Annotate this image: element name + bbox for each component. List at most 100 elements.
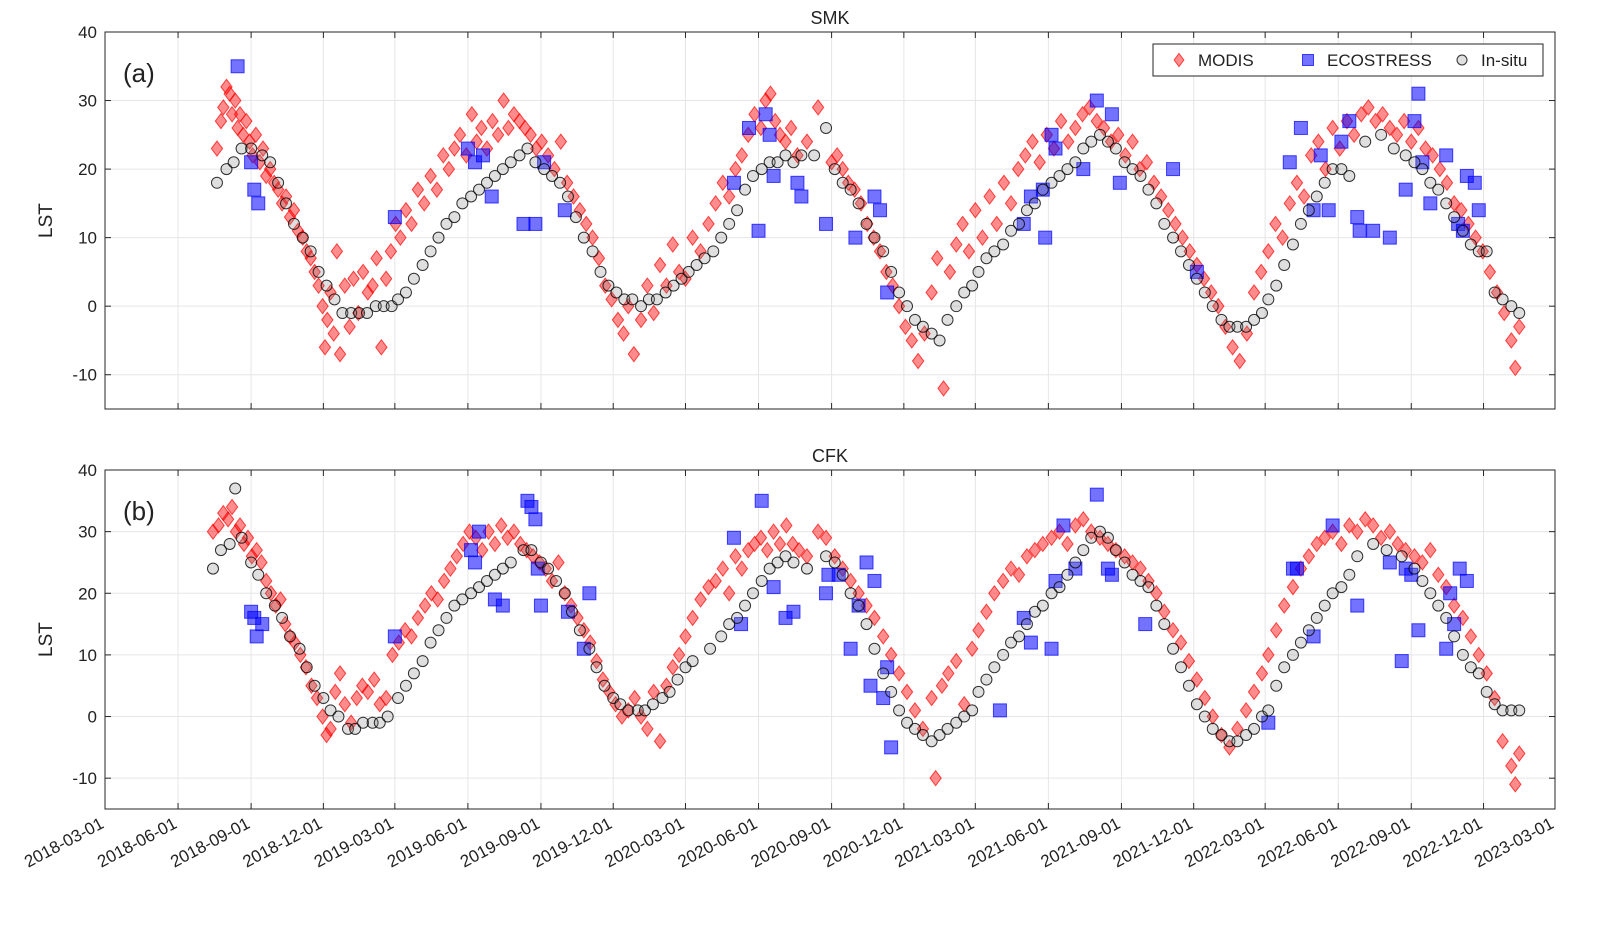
data-point-insitu [1069,156,1082,169]
data-point-insitu [1158,217,1171,230]
data-point-insitu [988,245,1001,258]
data-point-modis [1104,133,1118,151]
data-point-ecostress [557,203,572,218]
data-point-insitu [1182,259,1195,272]
data-point-insitu [320,279,333,292]
data-point-modis [300,243,313,260]
data-point-modis [1076,105,1089,123]
data-point-insitu [958,710,971,723]
data-point-insitu [1126,163,1139,176]
data-point-insitu [828,556,841,569]
data-point-modis [411,609,425,627]
data-point-insitu [590,661,603,674]
data-point-modis [366,277,379,294]
data-point-ecostress [1334,134,1349,149]
data-point-insitu [220,163,233,176]
data-point-insitu [602,279,615,292]
panel-tag-a: (a) [123,58,155,88]
chart-title-smk: SMK [810,8,849,28]
data-point-ecostress [1089,93,1104,108]
data-point-modis [1206,708,1219,725]
data-point-insitu [1294,217,1307,230]
data-point-insitu [1198,710,1211,723]
data-point-modis [296,229,309,246]
data-point-modis [773,535,787,553]
data-point-insitu [1215,729,1228,742]
data-point-insitu [1278,259,1291,272]
data-point-insitu [328,293,341,306]
data-point-insitu [1286,238,1299,251]
data-point-insitu [787,156,800,169]
data-point-ecostress [255,617,270,632]
data-point-modis [892,297,906,315]
data-point-modis [221,510,235,528]
data-point-modis [1483,263,1497,281]
data-point-insitu [941,313,954,326]
data-point-insitu [538,163,551,176]
data-point-modis [950,652,963,670]
data-point-insitu [958,286,971,299]
data-point-modis [925,689,938,707]
data-point-modis [1126,554,1139,571]
data-point-insitu [1440,611,1453,624]
data-point-insitu [771,156,784,169]
data-point-modis [308,263,321,281]
y-tick-label: 0 [88,297,97,316]
data-point-ecostress [495,598,510,613]
data-point-insitu [1395,550,1408,563]
data-point-insitu [966,704,979,717]
data-point-insitu [1480,245,1493,258]
data-point-modis [716,174,730,192]
data-point-ecostress [1423,196,1438,211]
data-point-insitu [542,562,555,575]
legend-box [1152,43,1544,77]
data-point-ecostress [1023,635,1038,650]
data-point-insitu [925,327,938,340]
data-point-insitu [1240,729,1253,742]
data-point-insitu [424,636,437,649]
data-point-modis [558,584,572,602]
data-point-insitu [1464,238,1477,251]
data-point-modis [497,92,510,109]
data-point-insitu [256,149,269,162]
data-point-modis [590,652,603,670]
data-point-ecostress [528,216,543,231]
data-point-modis [1290,174,1304,192]
data-point-insitu [1020,204,1033,217]
data-point-modis [905,332,919,349]
data-point-modis [1351,523,1364,540]
data-point-modis [1390,126,1404,144]
data-point-modis [210,140,224,157]
data-point-modis [1254,263,1268,281]
data-point-insitu [381,710,394,723]
data-point-modis [800,133,814,151]
data-point-insitu [1416,574,1429,587]
data-point-insitu [997,238,1010,251]
data-point-modis [333,345,347,363]
legend-label-modis: MODIS [1198,51,1254,70]
data-point-modis [437,147,450,164]
data-point-modis [647,683,660,701]
y-tick-label: 30 [78,523,97,542]
data-point-modis [1126,133,1139,151]
data-point-modis [1166,621,1180,639]
data-point-insitu [1513,704,1526,717]
data-point-modis [1283,195,1297,212]
data-point-modis [1231,720,1244,738]
data-point-insitu [1302,624,1315,637]
data-point-ecostress [1439,641,1454,656]
data-point-insitu [671,673,684,686]
data-point-modis [1169,215,1182,233]
data-point-insitu [336,307,349,320]
data-point-modis [1505,332,1518,349]
data-point-insitu [682,265,695,278]
data-point-insitu [235,142,248,155]
data-point-modis [942,665,955,682]
data-point-modis [329,683,342,701]
data-point-modis [641,277,654,294]
data-point-ecostress [472,524,487,539]
data-point-insitu [304,245,317,258]
data-point-modis [819,529,833,547]
data-point-modis [1061,133,1075,151]
data-point-insitu [635,300,648,313]
